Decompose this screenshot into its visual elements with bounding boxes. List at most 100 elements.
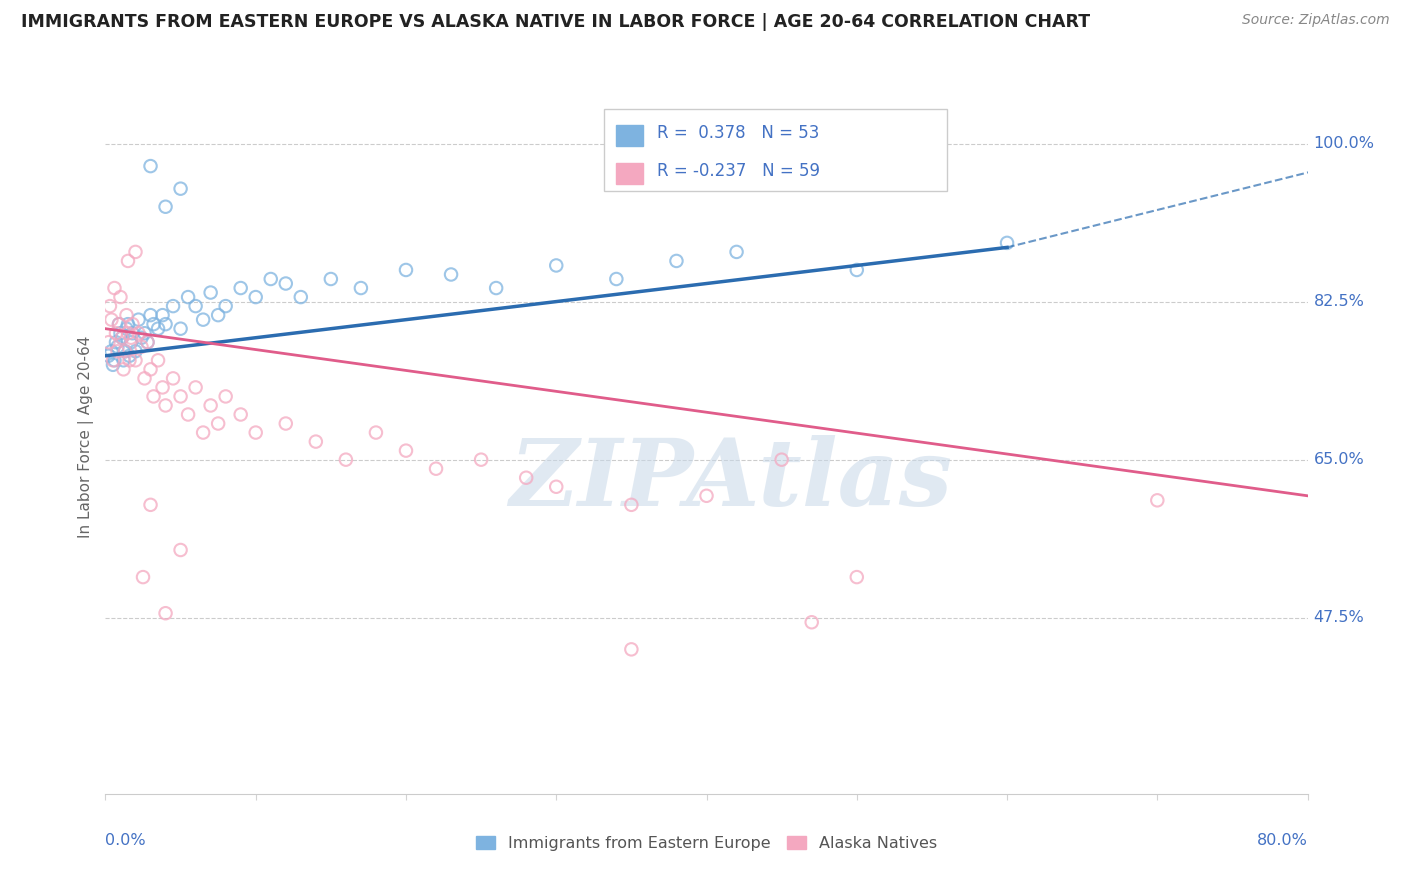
Point [103,353,125,368]
Point [395,263,418,277]
Point [107,344,129,359]
Text: Source: ZipAtlas.com: Source: ZipAtlas.com [1241,13,1389,28]
Point [184,380,207,394]
Point [111,331,134,345]
Point [97,335,120,350]
Text: 100.0%: 100.0% [1313,136,1375,151]
Point [98,299,121,313]
Point [229,281,252,295]
Point [319,272,342,286]
Point [200,399,222,413]
Point [350,281,373,295]
Text: 82.5%: 82.5% [1313,294,1364,310]
Point [169,182,191,196]
Point [131,331,153,345]
Point [124,344,146,359]
Point [136,335,159,350]
Point [845,263,868,277]
Point [177,290,200,304]
Point [770,452,793,467]
Point [117,254,139,268]
Text: 80.0%: 80.0% [1257,833,1308,848]
Point [162,371,184,385]
Point [245,290,267,304]
Point [177,408,200,422]
Point [128,326,150,341]
Point [845,570,868,584]
Point [136,335,159,350]
Point [139,362,162,376]
Text: ZIPAtlas: ZIPAtlas [509,435,952,524]
Point [100,344,122,359]
Point [305,434,328,449]
Point [470,452,492,467]
Point [104,335,127,350]
Point [605,272,627,286]
Point [97,349,120,363]
Point [440,268,463,282]
Point [139,308,162,322]
Point [120,335,142,350]
Point [124,244,146,259]
Point [260,272,283,286]
Point [112,362,135,376]
Text: 47.5%: 47.5% [1313,610,1364,625]
Point [124,353,146,368]
Point [207,417,229,431]
Point [725,244,748,259]
Point [121,326,143,341]
Point [546,259,568,273]
Point [155,399,177,413]
Point [155,606,177,620]
Point [485,281,508,295]
Point [100,312,122,326]
Point [114,344,136,359]
Point [117,317,139,331]
Y-axis label: In Labor Force | Age 20-64: In Labor Force | Age 20-64 [79,336,94,538]
Point [142,317,165,331]
Point [184,299,207,313]
Text: IMMIGRANTS FROM EASTERN EUROPE VS ALASKA NATIVE IN LABOR FORCE | AGE 20-64 CORRE: IMMIGRANTS FROM EASTERN EUROPE VS ALASKA… [21,13,1090,31]
Point [155,317,177,331]
Text: 0.0%: 0.0% [105,833,146,848]
Text: R = -0.237   N = 59: R = -0.237 N = 59 [657,162,820,180]
Point [120,331,142,345]
Point [207,308,229,322]
Point [128,312,150,326]
Point [110,290,132,304]
Point [118,349,141,363]
Point [139,498,162,512]
Point [214,299,236,313]
Point [111,331,134,345]
Point [995,235,1018,250]
FancyBboxPatch shape [605,109,948,191]
Point [229,408,252,422]
Point [115,321,138,335]
Point [152,308,174,322]
FancyBboxPatch shape [616,125,643,146]
Text: 65.0%: 65.0% [1313,452,1364,467]
Point [101,358,124,372]
Point [108,317,131,331]
Point [200,285,222,300]
Point [696,489,718,503]
Point [139,159,162,173]
Text: R =  0.378   N = 53: R = 0.378 N = 53 [657,124,820,142]
Point [515,471,537,485]
Point [169,543,191,558]
Point [395,443,418,458]
Point [121,317,143,331]
Point [245,425,267,440]
Point [104,326,127,341]
Point [152,380,174,394]
Point [274,417,297,431]
Point [103,281,125,295]
Point [107,340,129,354]
Point [132,570,155,584]
Point [169,321,191,335]
Point [134,326,156,341]
Point [665,254,688,268]
Point [155,200,177,214]
Point [425,461,447,475]
Point [546,480,568,494]
